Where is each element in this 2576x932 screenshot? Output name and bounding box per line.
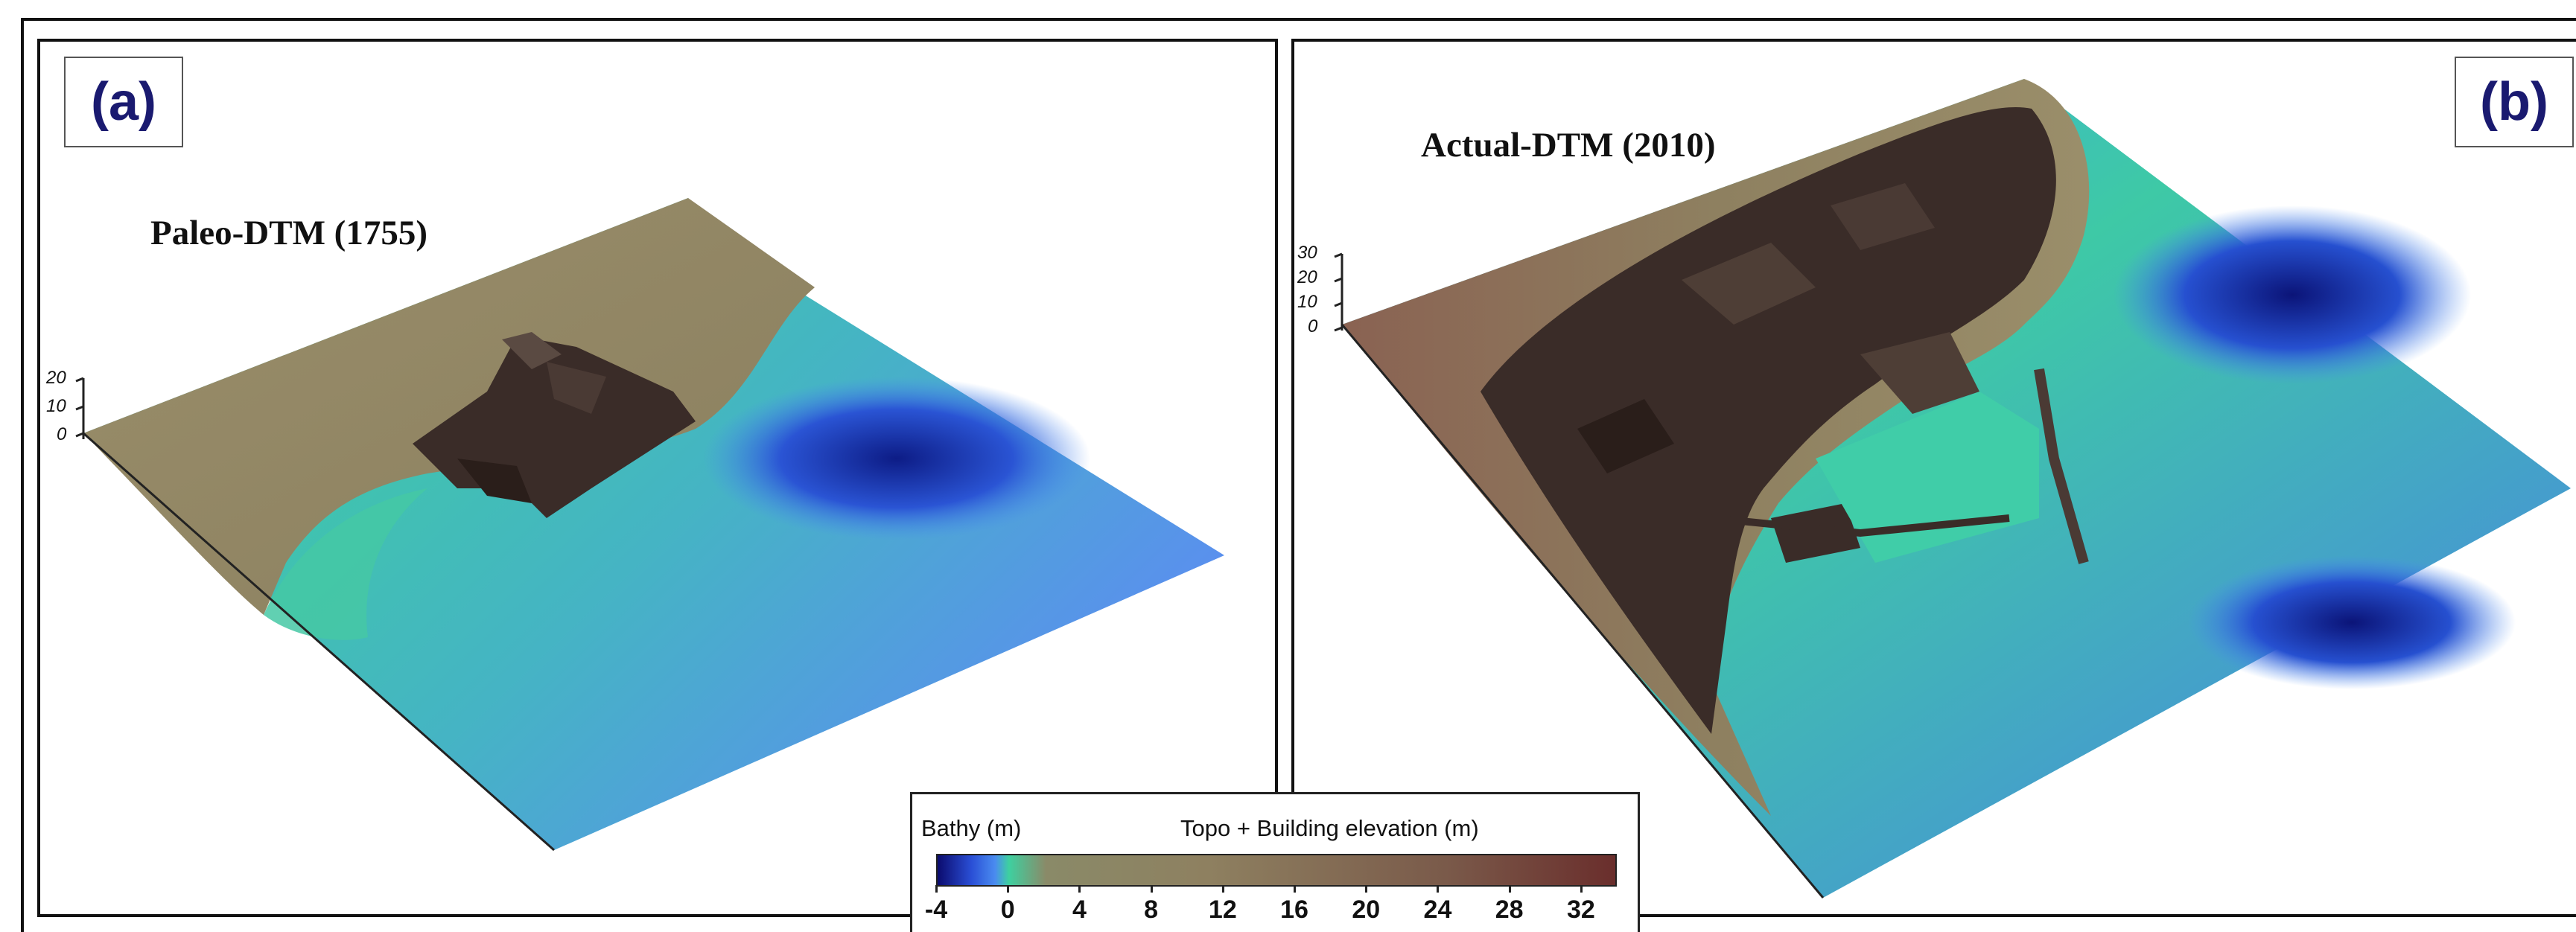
actual-dtm-map [1334,79,2571,899]
deep-water-area [703,377,1090,540]
legend-tick-mark [1007,885,1010,893]
legend-tick-label: 8 [1144,896,1159,924]
legend-tick-mark [935,885,938,893]
legend-bathy-title: Bathy (m) [921,815,1022,841]
legend-tick-mark [1221,885,1224,893]
legend-tick-label: 12 [1208,896,1237,924]
color-legend: Bathy (m) Topo + Building elevation (m) … [910,792,1640,932]
fortress-buildings [413,332,696,518]
map-title-a: Paleo-DTM (1755) [150,214,427,252]
legend-tick-mark [1294,885,1297,893]
panel-a: (a) Paleo-DTM (1755) 20 10 0 [37,39,1278,917]
legend-tick-label: 0 [1000,896,1015,924]
legend-tick-mark [1078,885,1081,893]
panel-label-b: (b) [2455,57,2574,147]
breakwater [2034,368,2089,564]
legend-tick-label: 16 [1280,896,1308,924]
paleo-dtm-map [75,198,1224,852]
z-tick-label: 0 [1308,316,1318,336]
z-tick-label: 20 [1297,267,1317,287]
legend-tick-label: 28 [1495,896,1524,924]
legend-tick-label: 32 [1566,896,1595,924]
legend-colorbar [936,854,1617,887]
base-edge-left [83,432,555,852]
z-tick-label: 30 [1297,243,1317,263]
z-tick-label: 20 [46,368,66,388]
z-tick-label: 0 [57,424,67,444]
z-tick-label: 10 [46,396,66,416]
map-title-b: Actual-DTM (2010) [1421,126,1716,165]
legend-tick-mark [1508,885,1511,893]
city-buildings [1481,107,2056,735]
deep-water-area [2188,555,2516,689]
pier [1711,514,2010,537]
deep-water-area [2114,205,2471,384]
legend-topo-title: Topo + Building elevation (m) [1180,815,1479,841]
base-edge-left [1341,324,1825,899]
legend-tick-label: 24 [1423,896,1452,924]
panel-b: (b) Actual-DTM (2010) 30 20 10 0 [1291,39,2576,917]
shallow-coast [264,488,427,640]
outer-frame [21,18,2576,932]
legend-tick-mark [1365,885,1368,893]
legend-tick-mark [1437,885,1440,893]
legend-tick-label: 4 [1072,896,1087,924]
legend-tick-mark [1150,885,1153,893]
legend-tick-label: -4 [924,896,948,924]
legend-tick-mark [1580,885,1583,893]
panel-label-a: (a) [64,57,183,147]
z-tick-label: 10 [1297,292,1317,312]
land-surface [83,198,815,615]
legend-tick-label: 20 [1352,896,1381,924]
